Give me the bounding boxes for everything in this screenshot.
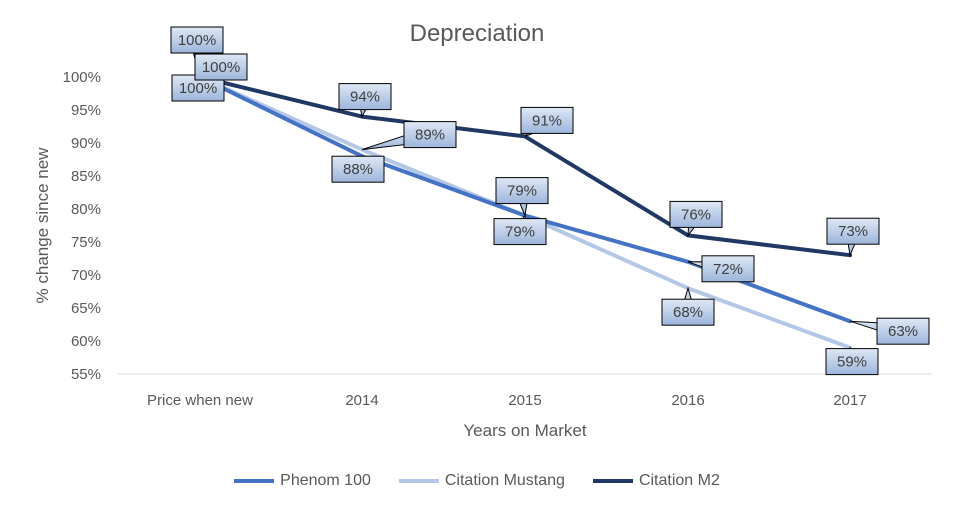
svg-text:91%: 91% <box>532 112 562 129</box>
svg-text:76%: 76% <box>681 206 711 223</box>
legend-swatch-citation-mustang <box>398 479 439 483</box>
y-tick-label: 55% <box>71 366 101 383</box>
svg-text:88%: 88% <box>343 161 373 178</box>
svg-text:100%: 100% <box>202 59 240 76</box>
data-label: 94% <box>338 83 392 119</box>
y-tick-label: 70% <box>71 267 101 284</box>
legend-swatch-phenom-100 <box>234 479 275 483</box>
x-tick-label: 2014 <box>345 392 378 409</box>
x-tick-label: 2017 <box>833 392 866 409</box>
x-axis-title: Years on Market <box>463 421 586 440</box>
svg-text:94%: 94% <box>350 89 380 106</box>
data-label: 100% <box>194 53 248 81</box>
data-label: 63% <box>849 317 930 345</box>
svg-text:73%: 73% <box>838 223 868 240</box>
y-tick-label: 75% <box>71 234 101 251</box>
data-label: 88% <box>331 155 385 183</box>
data-label: 72% <box>687 255 755 283</box>
legend-label-phenom-100: Phenom 100 <box>280 472 371 489</box>
data-label: 89% <box>361 121 457 151</box>
svg-text:68%: 68% <box>673 304 703 321</box>
y-tick-label: 85% <box>71 168 101 185</box>
legend-swatch-citation-m2 <box>592 479 633 483</box>
legend-item-phenom-100: Phenom 100 <box>234 472 371 490</box>
legend-item-citation-mustang: Citation Mustang <box>398 472 565 490</box>
svg-text:100%: 100% <box>178 32 216 49</box>
data-label: 100% <box>170 26 224 78</box>
y-axis-title: % change since new <box>33 147 52 304</box>
x-tick-label: 2016 <box>671 392 704 409</box>
svg-text:89%: 89% <box>415 127 445 144</box>
svg-text:59%: 59% <box>837 354 867 371</box>
svg-text:100%: 100% <box>179 80 217 97</box>
svg-text:72%: 72% <box>713 261 743 278</box>
y-tick-label: 95% <box>71 102 101 119</box>
data-label: 68% <box>661 286 715 326</box>
legend-label-citation-m2: Citation M2 <box>638 472 720 489</box>
data-label: 59% <box>825 346 879 376</box>
data-label: 79% <box>493 214 547 246</box>
data-label: 73% <box>826 217 880 257</box>
y-tick-label: 80% <box>71 201 101 218</box>
legend-item-citation-m2: Citation M2 <box>592 472 720 490</box>
x-tick-label: 2015 <box>508 392 541 409</box>
y-tick-label: 60% <box>71 333 101 350</box>
svg-text:63%: 63% <box>888 323 918 340</box>
data-label: 79% <box>495 177 549 218</box>
data-label: 91% <box>520 106 574 137</box>
svg-text:79%: 79% <box>505 224 535 241</box>
svg-text:79%: 79% <box>507 183 537 200</box>
y-tick-label: 65% <box>71 300 101 317</box>
y-tick-label: 90% <box>71 135 101 152</box>
y-tick-label: 100% <box>63 69 101 86</box>
x-tick-label: Price when new <box>147 392 253 409</box>
chart-title: Depreciation <box>409 20 545 47</box>
legend-label-citation-mustang: Citation Mustang <box>444 472 565 489</box>
legend: Phenom 100 Citation Mustang Citation M2 <box>0 472 954 490</box>
data-label: 76% <box>669 200 723 237</box>
